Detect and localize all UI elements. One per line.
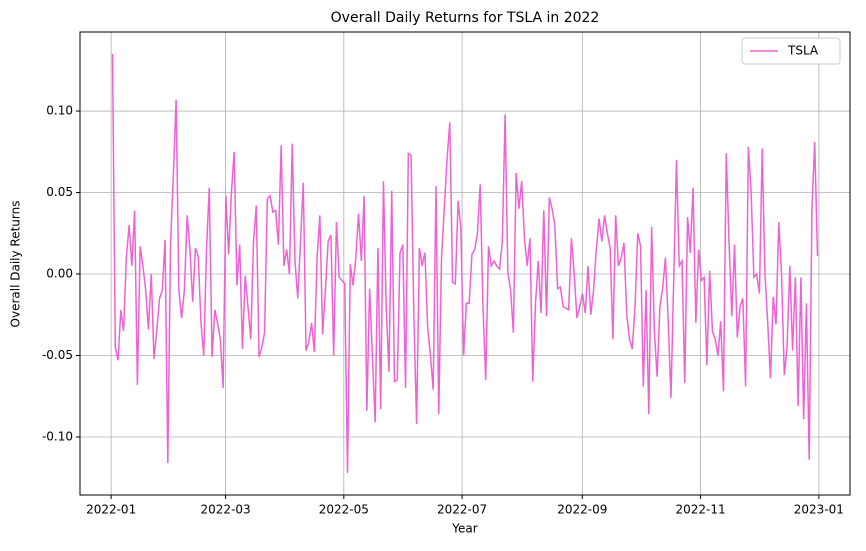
chart-title: Overall Daily Returns for TSLA in 2022 bbox=[331, 10, 600, 26]
x-tick-label: 2022-09 bbox=[557, 503, 607, 517]
y-tick-label: -0.10 bbox=[42, 429, 73, 443]
x-tick-label: 2022-07 bbox=[437, 503, 487, 517]
y-tick-label: 0.05 bbox=[46, 185, 73, 199]
y-tick-label: 0.10 bbox=[46, 104, 73, 118]
line bbox=[111, 53, 819, 473]
x-tick-label: 2022-11 bbox=[676, 503, 726, 517]
y-tick-label: -0.05 bbox=[42, 348, 73, 362]
plot-frame bbox=[79, 31, 851, 496]
legend-label: TSLA bbox=[787, 44, 819, 58]
x-axis-label: Year bbox=[451, 522, 477, 536]
y-axis-label: Overall Daily Returns bbox=[9, 201, 23, 328]
y-tick-label: 0.00 bbox=[46, 267, 73, 281]
x-tick-label: 2022-05 bbox=[319, 503, 369, 517]
x-tick-label: 2022-03 bbox=[200, 503, 250, 517]
x-tick-label: 2022-01 bbox=[86, 503, 136, 517]
legend-box bbox=[741, 37, 841, 65]
x-tick-label: 2023-01 bbox=[794, 503, 844, 517]
